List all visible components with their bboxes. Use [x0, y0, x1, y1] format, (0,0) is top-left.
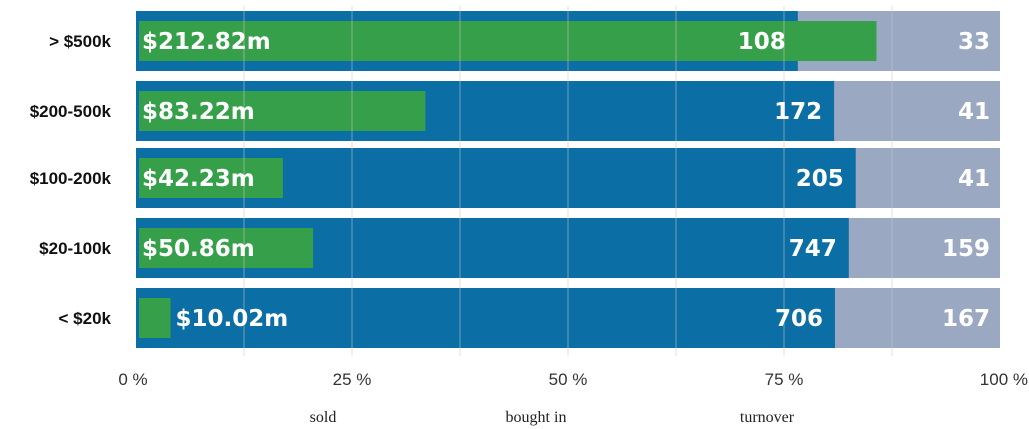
turnover-label-1: $83.22m	[142, 99, 255, 125]
bar-turnover-4	[139, 298, 171, 338]
turnover-label-2: $42.23m	[142, 166, 255, 192]
x-axis-ticks: 0 % 25 % 50 % 75 % 100 %	[118, 370, 1028, 389]
category-label-3: $20-100k	[39, 239, 111, 258]
category-label-4: < $20k	[59, 309, 112, 328]
category-label-0: > $500k	[49, 32, 111, 51]
turnover-label-4: $10.02m	[176, 306, 289, 332]
labels-layer: > $500k $212.82m 108 33 $200-500k $83.22m 172 4…	[30, 29, 990, 332]
x-tick-label-2: 50 %	[549, 370, 588, 389]
sold-count-label-1: 172	[774, 99, 822, 125]
legend-entry-2: turnover	[740, 409, 795, 426]
sold-count-label-0: 108	[738, 29, 786, 55]
legend-entry-0: sold	[310, 409, 337, 426]
sold-count-label-4: 706	[775, 306, 823, 332]
bar-turnover-3	[139, 228, 314, 268]
bought-in-count-label-4: 167	[942, 306, 990, 332]
x-tick-label-4: 100 %	[980, 370, 1028, 389]
bar-turnover-1	[139, 91, 426, 131]
bar-turnover-0	[139, 21, 877, 61]
bought-in-count-label-0: 33	[958, 29, 990, 55]
turnover-label-3: $50.86m	[142, 236, 255, 262]
category-label-1: $200-500k	[30, 102, 112, 121]
bar-sold-4	[136, 288, 835, 348]
category-label-2: $100-200k	[30, 169, 112, 188]
x-tick-label-0: 0 %	[118, 370, 147, 389]
x-tick-label-1: 25 %	[333, 370, 372, 389]
bought-in-count-label-2: 41	[958, 166, 990, 192]
x-tick-label-3: 75 %	[765, 370, 804, 389]
bar-turnover-2	[139, 158, 283, 198]
sold-count-label-2: 205	[796, 166, 844, 192]
turnover-label-0: $212.82m	[142, 29, 271, 55]
legend: sold bought in turnover	[310, 409, 795, 426]
gridlines	[243, 6, 893, 356]
bought-in-count-label-1: 41	[958, 99, 990, 125]
bought-in-count-label-3: 159	[942, 236, 990, 262]
sold-count-label-3: 747	[789, 236, 837, 262]
legend-entry-1: bought in	[506, 409, 567, 426]
